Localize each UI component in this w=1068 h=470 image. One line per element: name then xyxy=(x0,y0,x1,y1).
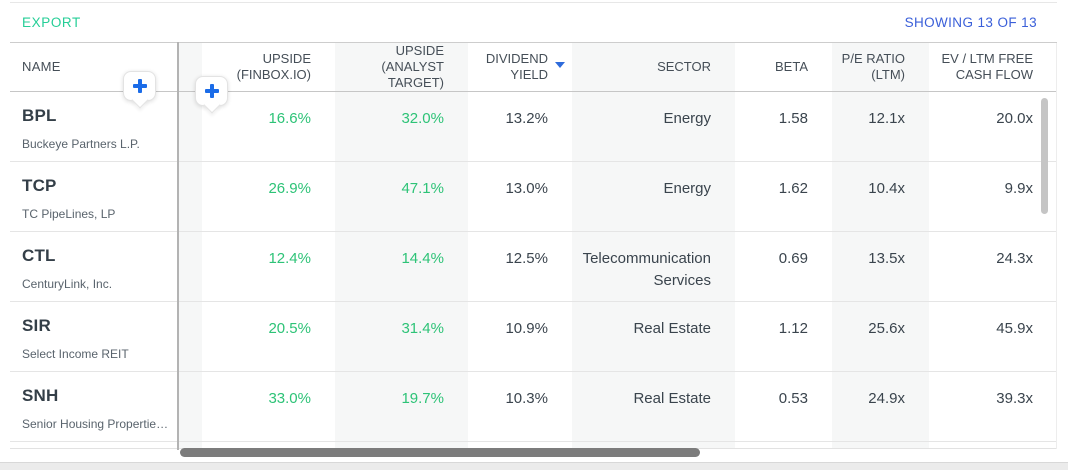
column-header-pe-ratio[interactable]: P/E RATIO (LTM) xyxy=(832,43,929,91)
ticker-link[interactable]: TCP xyxy=(22,176,57,195)
dividend-yield-cell: 13.0% xyxy=(505,180,548,197)
page-bottom-strip xyxy=(0,462,1068,470)
dividend-yield-cell: 12.5% xyxy=(505,250,548,267)
screener-widget: EXPORT SHOWING 13 OF 13 NAME UPSIDE (FIN… xyxy=(10,2,1057,462)
ticker-link[interactable]: SNH xyxy=(22,386,59,405)
toolbar: EXPORT SHOWING 13 OF 13 xyxy=(10,3,1057,42)
plus-icon xyxy=(204,84,219,98)
ev-fcf-cell: 45.9x xyxy=(996,320,1033,337)
sector-cell: Energy xyxy=(572,162,735,231)
name-cell: BPL Buckeye Partners L.P. xyxy=(10,92,178,161)
pe-ratio-cell: 13.5x xyxy=(832,232,929,301)
add-filter-button[interactable] xyxy=(123,71,156,101)
beta-cell: 1.12 xyxy=(778,320,808,337)
ev-fcf-cell: 20.0x xyxy=(996,110,1033,127)
upside-analyst-cell: 14.4% xyxy=(335,232,468,301)
column-header-sector[interactable]: SECTOR xyxy=(572,43,735,91)
dividend-yield-cell: 10.3% xyxy=(505,390,548,407)
ticker-link[interactable]: BPL xyxy=(22,106,57,125)
ev-fcf-cell: 24.3x xyxy=(996,250,1033,267)
pe-ratio-cell: 25.6x xyxy=(832,302,929,371)
company-name: Select Income REIT xyxy=(22,347,129,361)
ev-fcf-cell: 9.9x xyxy=(1004,180,1033,197)
vertical-scrollbar-thumb[interactable] xyxy=(1041,98,1048,214)
upside-finbox-cell: 12.4% xyxy=(268,250,311,267)
beta-cell: 0.69 xyxy=(778,250,808,267)
pe-ratio-cell: 12.1x xyxy=(832,92,929,161)
ticker-link[interactable]: SIR xyxy=(22,316,51,335)
dividend-yield-cell: 10.9% xyxy=(505,320,548,337)
ticker-link[interactable]: CTL xyxy=(22,246,56,265)
sector-cell: Real Estate xyxy=(572,302,735,371)
beta-cell: 0.53 xyxy=(778,390,808,407)
sort-caret-down-icon[interactable] xyxy=(555,62,565,68)
name-cell: TCP TC PipeLines, LP xyxy=(10,162,178,231)
sector-cell: Real Estate xyxy=(572,372,735,441)
table-row[interactable]: SNH Senior Housing Propertie… 33.0% 19.7… xyxy=(10,372,1057,442)
company-name: CenturyLink, Inc. xyxy=(22,277,113,291)
gutter-cell xyxy=(178,162,202,231)
upside-analyst-cell: 19.7% xyxy=(335,372,468,441)
name-cell: SIR Select Income REIT xyxy=(10,302,178,371)
upside-analyst-cell: 32.0% xyxy=(335,92,468,161)
upside-finbox-cell: 16.6% xyxy=(268,110,311,127)
company-name: Senior Housing Propertie… xyxy=(22,417,169,431)
sector-cell: Energy xyxy=(572,92,735,161)
column-header-name[interactable]: NAME xyxy=(22,59,61,74)
upside-finbox-cell: 20.5% xyxy=(268,320,311,337)
gutter-cell xyxy=(178,302,202,371)
column-header-beta[interactable]: BETA xyxy=(775,59,808,74)
frozen-column-divider[interactable] xyxy=(177,42,179,450)
plus-icon xyxy=(132,79,147,93)
showing-count: SHOWING 13 OF 13 xyxy=(904,15,1037,30)
dividend-yield-cell: 13.2% xyxy=(505,110,548,127)
table-header-row: NAME UPSIDE (FINBOX.IO) UPSIDE (ANALYST … xyxy=(10,42,1057,92)
column-header-upside-analyst[interactable]: UPSIDE (ANALYST TARGET) xyxy=(335,43,468,91)
name-cell: CTL CenturyLink, Inc. xyxy=(10,232,178,301)
upside-finbox-cell: 33.0% xyxy=(268,390,311,407)
ev-fcf-cell: 39.3x xyxy=(996,390,1033,407)
company-name: Buckeye Partners L.P. xyxy=(22,137,140,151)
pe-ratio-cell: 24.9x xyxy=(832,372,929,441)
name-cell: SNH Senior Housing Propertie… xyxy=(10,372,178,441)
table-row[interactable]: CTL CenturyLink, Inc. 12.4% 14.4% 12.5% … xyxy=(10,232,1057,302)
company-name: TC PipeLines, LP xyxy=(22,207,116,221)
table-row[interactable]: TCP TC PipeLines, LP 26.9% 47.1% 13.0% E… xyxy=(10,162,1057,232)
gutter-cell xyxy=(178,372,202,441)
upside-analyst-cell: 47.1% xyxy=(335,162,468,231)
horizontal-scrollbar-thumb[interactable] xyxy=(180,448,700,457)
table-row[interactable]: BPL Buckeye Partners L.P. 16.6% 32.0% 13… xyxy=(10,92,1057,162)
column-header-dividend-yield[interactable]: DIVIDEND YIELD xyxy=(468,43,572,91)
gutter-cell xyxy=(178,232,202,301)
sector-cell: Telecommunication Services xyxy=(572,232,735,301)
add-column-button[interactable] xyxy=(195,76,228,106)
export-button[interactable]: EXPORT xyxy=(22,15,81,30)
column-header-ev-fcf[interactable]: EV / LTM FREE CASH FLOW xyxy=(941,51,1034,82)
pe-ratio-cell: 10.4x xyxy=(832,162,929,231)
upside-finbox-cell: 26.9% xyxy=(268,180,311,197)
column-header-upside-finbox[interactable]: UPSIDE (FINBOX.IO) xyxy=(236,51,311,82)
column-header-dividend-yield-label: DIVIDEND YIELD xyxy=(485,51,548,82)
beta-cell: 1.62 xyxy=(778,180,808,197)
upside-analyst-cell: 31.4% xyxy=(335,302,468,371)
beta-cell: 1.58 xyxy=(778,110,808,127)
table-row[interactable]: SIR Select Income REIT 20.5% 31.4% 10.9%… xyxy=(10,302,1057,372)
table-right-edge xyxy=(1056,43,1057,449)
